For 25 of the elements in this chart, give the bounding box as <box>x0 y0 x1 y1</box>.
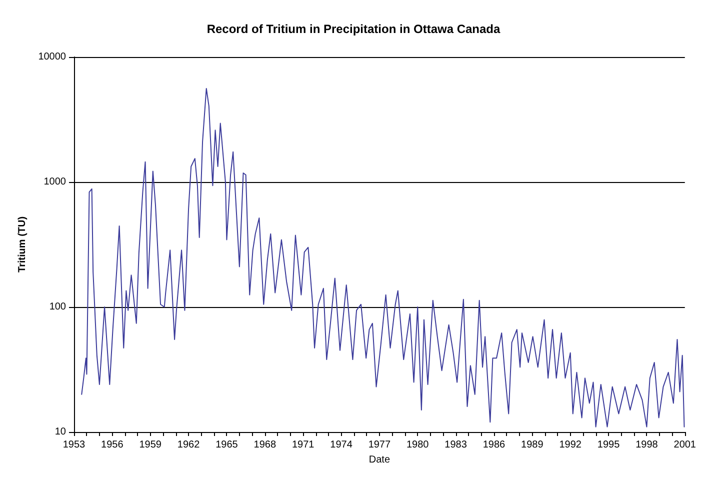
y-tick-label: 1000 <box>44 176 66 188</box>
x-tick-label: 1971 <box>292 440 315 450</box>
x-tick-label: 1983 <box>444 440 468 450</box>
y-tick-label: 10 <box>54 426 66 438</box>
x-tick-label: 1986 <box>482 440 506 450</box>
x-tick-label: 1977 <box>368 440 391 450</box>
line-series <box>81 88 685 428</box>
x-tick-label: 1953 <box>62 440 86 450</box>
x-tick-label: 1989 <box>521 440 544 450</box>
x-tick-label: 1968 <box>254 440 276 450</box>
y-tick-label: 10000 <box>38 52 66 62</box>
x-tick-label: 1965 <box>216 440 238 450</box>
y-axis-title: Tritium (TU) <box>16 216 28 273</box>
x-tick-label: 2001 <box>674 440 696 450</box>
x-axis-title: Date <box>368 454 390 466</box>
x-tick-label: 1998 <box>636 440 658 450</box>
y-tick-label: 100 <box>49 302 66 312</box>
x-tick-label: 1959 <box>139 440 162 450</box>
x-tick-label: 1980 <box>406 440 430 450</box>
x-tick-label: 1974 <box>330 440 353 450</box>
x-tick-label: 1956 <box>101 440 124 450</box>
x-tick-label: 1962 <box>177 440 200 450</box>
chart-title: Record of Tritium in Precipitation in Ottawa Canada <box>206 22 501 36</box>
x-tick-label: 1992 <box>559 440 582 450</box>
x-tick-label: 1995 <box>597 440 620 450</box>
